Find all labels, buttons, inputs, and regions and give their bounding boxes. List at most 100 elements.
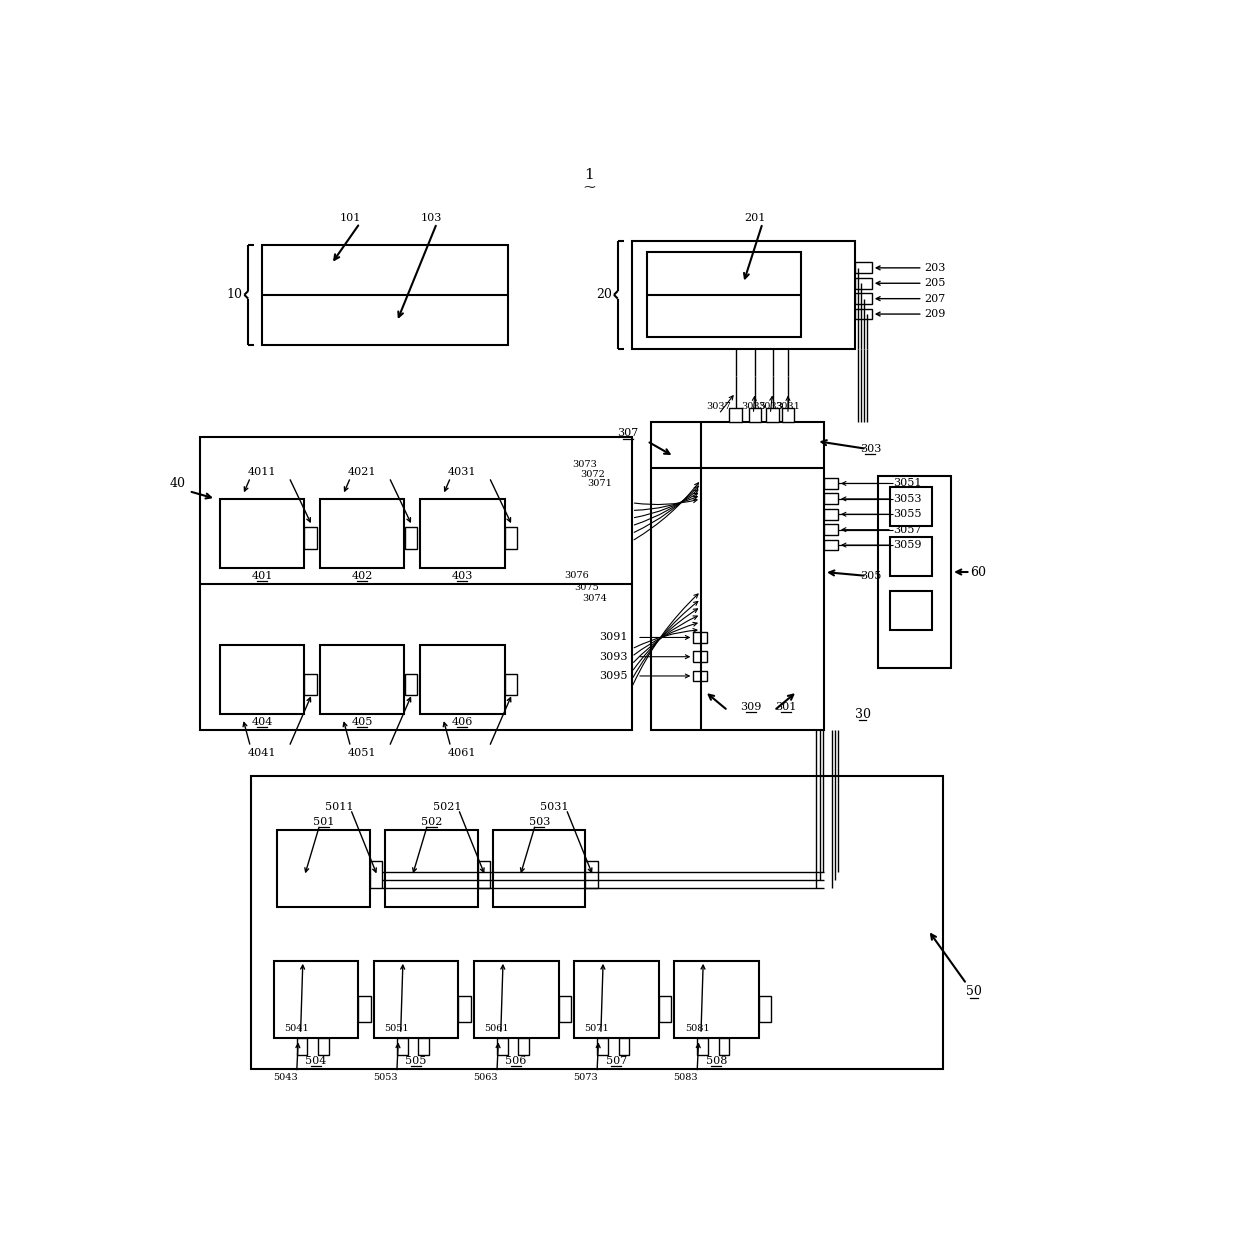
Text: 209: 209 (924, 309, 946, 318)
Bar (262, 245, 508, 345)
Bar (386, 830, 477, 907)
Bar (675, 960, 759, 1037)
Bar (889, 591, 932, 629)
Text: 508: 508 (706, 1056, 727, 1066)
Text: 10: 10 (227, 289, 242, 301)
Bar (719, 1037, 729, 1055)
Text: 3037: 3037 (707, 402, 732, 411)
Text: 3055: 3055 (894, 509, 923, 519)
Text: 3075: 3075 (574, 583, 599, 592)
Bar (697, 1037, 708, 1055)
Text: 20: 20 (596, 289, 611, 301)
Text: 3035: 3035 (742, 402, 765, 411)
Bar (825, 524, 838, 535)
Text: 30: 30 (854, 708, 870, 722)
Bar (304, 527, 316, 549)
Text: 5081: 5081 (684, 1024, 709, 1033)
Text: 3074: 3074 (582, 595, 608, 603)
Text: 3071: 3071 (588, 479, 613, 488)
Text: 3053: 3053 (894, 494, 923, 504)
Text: 3072: 3072 (580, 470, 605, 479)
Bar (250, 776, 944, 1069)
Text: 5073: 5073 (573, 1074, 598, 1082)
Text: 303: 303 (859, 444, 882, 454)
Text: 4021: 4021 (348, 466, 377, 476)
Bar (619, 1037, 630, 1055)
Bar (658, 995, 671, 1023)
Bar (477, 861, 490, 888)
Text: 40: 40 (170, 476, 185, 490)
Text: 3057: 3057 (894, 525, 921, 535)
Bar (420, 499, 505, 569)
Text: 301: 301 (775, 702, 796, 712)
Bar (854, 309, 872, 320)
Text: 1: 1 (584, 168, 594, 183)
Bar (854, 294, 872, 304)
Text: 402: 402 (351, 571, 373, 581)
Text: 3059: 3059 (894, 540, 923, 550)
Text: 506: 506 (506, 1056, 527, 1066)
Bar (320, 499, 404, 569)
Text: 5043: 5043 (273, 1074, 298, 1082)
Bar (631, 241, 854, 348)
Bar (889, 488, 932, 526)
Bar (854, 277, 872, 289)
Bar (651, 422, 825, 730)
Text: 3051: 3051 (894, 479, 923, 489)
Text: 307: 307 (618, 428, 639, 438)
Text: 3093: 3093 (599, 652, 627, 662)
Bar (749, 408, 761, 422)
Bar (505, 527, 517, 549)
Bar (729, 408, 742, 422)
Text: 5031: 5031 (541, 802, 569, 812)
Text: 4031: 4031 (448, 466, 476, 476)
Bar (418, 1037, 429, 1055)
Bar (459, 995, 471, 1023)
Bar (766, 408, 779, 422)
Bar (497, 1037, 507, 1055)
Text: 5021: 5021 (433, 802, 461, 812)
Bar (219, 646, 304, 714)
Bar (274, 960, 358, 1037)
Bar (825, 478, 838, 489)
Bar (759, 995, 771, 1023)
Text: 501: 501 (312, 817, 335, 827)
Bar (397, 1037, 408, 1055)
Text: 3073: 3073 (572, 460, 596, 469)
Text: 4041: 4041 (248, 748, 277, 758)
Bar (494, 830, 585, 907)
Bar (304, 674, 316, 695)
Text: 4061: 4061 (448, 748, 476, 758)
Text: 503: 503 (528, 817, 549, 827)
Bar (404, 527, 417, 549)
Bar (558, 995, 570, 1023)
Bar (889, 537, 932, 576)
Text: 201: 201 (744, 213, 765, 223)
Bar (518, 1037, 529, 1055)
Text: 3095: 3095 (599, 671, 627, 680)
Bar (825, 540, 838, 550)
Text: 103: 103 (420, 213, 443, 223)
Bar (825, 509, 838, 520)
Bar (693, 652, 707, 662)
Bar (201, 437, 631, 730)
Text: 5041: 5041 (284, 1024, 309, 1033)
Bar (296, 1037, 308, 1055)
Text: 60: 60 (970, 566, 986, 578)
Bar (278, 830, 370, 907)
Bar (574, 960, 658, 1037)
Text: 207: 207 (924, 294, 945, 304)
Text: 4051: 4051 (348, 748, 377, 758)
Text: 4011: 4011 (248, 466, 277, 476)
Bar (358, 995, 371, 1023)
Bar (693, 671, 707, 682)
Bar (370, 861, 382, 888)
Text: 405: 405 (351, 717, 373, 728)
Bar (319, 1037, 329, 1055)
Bar (825, 494, 838, 504)
Text: 5083: 5083 (673, 1074, 698, 1082)
Text: 504: 504 (305, 1056, 326, 1066)
Bar (647, 253, 801, 337)
Text: 5063: 5063 (472, 1074, 497, 1082)
Text: 5051: 5051 (384, 1024, 409, 1033)
